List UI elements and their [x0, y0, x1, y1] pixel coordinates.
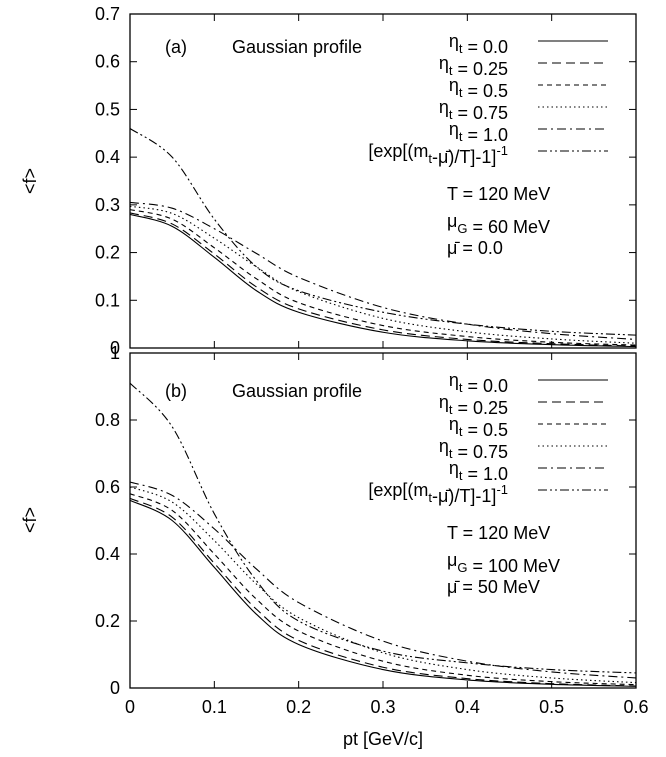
y-tick-label: 1: [110, 343, 120, 363]
parameter-line-0: T = 120 MeV: [447, 184, 550, 204]
y-tick-label: 0.6: [95, 477, 120, 497]
plot-frame: [129, 13, 637, 349]
legend-label-0: ηt = 0.0: [449, 31, 508, 57]
series-line-0: [129, 213, 637, 348]
y-tick-label: 0: [110, 678, 120, 698]
panel-label: (b): [165, 381, 187, 401]
legend-label-3: ηt = 0.75: [439, 436, 508, 462]
y-tick-label: 0: [110, 338, 120, 358]
series-line-2: [129, 493, 637, 686]
legend-label-0: ηt = 0.0: [449, 370, 508, 396]
legend-label-3: ηt = 0.75: [439, 97, 508, 123]
parameter-line-1: μG = 60 MeV: [447, 211, 550, 237]
legend-label-4: ηt = 1.0: [449, 458, 508, 484]
y-tick-label: 0.6: [95, 52, 120, 72]
y-tick-label: 0.4: [95, 544, 120, 564]
x-tick-label: 0.3: [370, 697, 395, 717]
parameter-line-1: μG = 100 MeV: [447, 550, 560, 576]
y-tick-label: 0.7: [95, 4, 120, 24]
series-line-3: [129, 486, 637, 684]
series-line-4: [129, 481, 637, 679]
panel-a: 0 0.1 0.2 0.3 0.4 0.5 0.6 0.7 (a) Gaussian prof…: [20, 4, 637, 358]
x-tick-label: 0.4: [455, 697, 480, 717]
legend-label-5: [exp[(mt-μ̄)/T]-1]-1: [368, 141, 508, 167]
legend-label-2: ηt = 0.5: [449, 414, 508, 440]
series-line-4: [129, 201, 637, 340]
series-line-5: [129, 128, 637, 336]
y-tick-label: 0.2: [95, 243, 120, 263]
parameter-line-2: μ̄ = 50 MeV: [447, 577, 540, 597]
y-axis-ticks: 0 0.1 0.2 0.3 0.4 0.5 0.6 0.7: [95, 4, 636, 358]
series-lines: [129, 128, 637, 348]
y-tick-label: 0.5: [95, 99, 120, 119]
profile-label: Gaussian profile: [232, 37, 362, 57]
series-line-0: [129, 499, 637, 687]
legend-label-2: ηt = 0.5: [449, 75, 508, 101]
y-axis-label: <f>: [20, 168, 40, 194]
panel-label: (a): [165, 37, 187, 57]
plot-frame: [129, 352, 637, 689]
y-tick-label: 0.3: [95, 195, 120, 215]
parameter-line-0: T = 120 MeV: [447, 523, 550, 543]
y-tick-label: 0.8: [95, 410, 120, 430]
x-tick-label: 0.5: [539, 697, 564, 717]
y-axis-ticks: 0 0.2 0.4 0.6 0.8 1: [95, 343, 636, 698]
x-tick-label: 0.6: [623, 697, 648, 717]
x-axis-ticks: 0 0.1 0.2 0.3 0.4 0.5 0.6: [125, 353, 649, 717]
y-axis-label: <f>: [20, 507, 40, 533]
legend-label-1: ηt = 0.25: [439, 392, 508, 418]
legend-label-1: ηt = 0.25: [439, 53, 508, 79]
parameter-line-2: μ̄ = 0.0: [447, 238, 503, 258]
y-tick-label: 0.1: [95, 290, 120, 310]
series-line-2: [129, 209, 637, 346]
series-line-1: [129, 212, 637, 347]
panel-b: 0 0.2 0.4 0.6 0.8 1 0 0.1 0.2 0.3 0.4 0.5 0.6 (b) G…: [20, 343, 649, 717]
profile-label: Gaussian profile: [232, 381, 362, 401]
y-tick-label: 0.2: [95, 611, 120, 631]
x-axis-label: pt [GeV/c]: [343, 729, 423, 749]
series-line-1: [129, 497, 637, 687]
series-line-5: [129, 382, 637, 674]
series-line-3: [129, 205, 637, 344]
legend-label-4: ηt = 1.0: [449, 119, 508, 145]
y-tick-label: 0.4: [95, 147, 120, 167]
x-tick-label: 0.1: [202, 697, 227, 717]
x-tick-label: 0.2: [286, 697, 311, 717]
x-axis-ticks: [129, 14, 637, 348]
legend-label-5: [exp[(mt-μ̄)/T]-1]-1: [368, 480, 508, 506]
series-lines: [129, 382, 637, 687]
x-tick-label: 0: [125, 697, 135, 717]
